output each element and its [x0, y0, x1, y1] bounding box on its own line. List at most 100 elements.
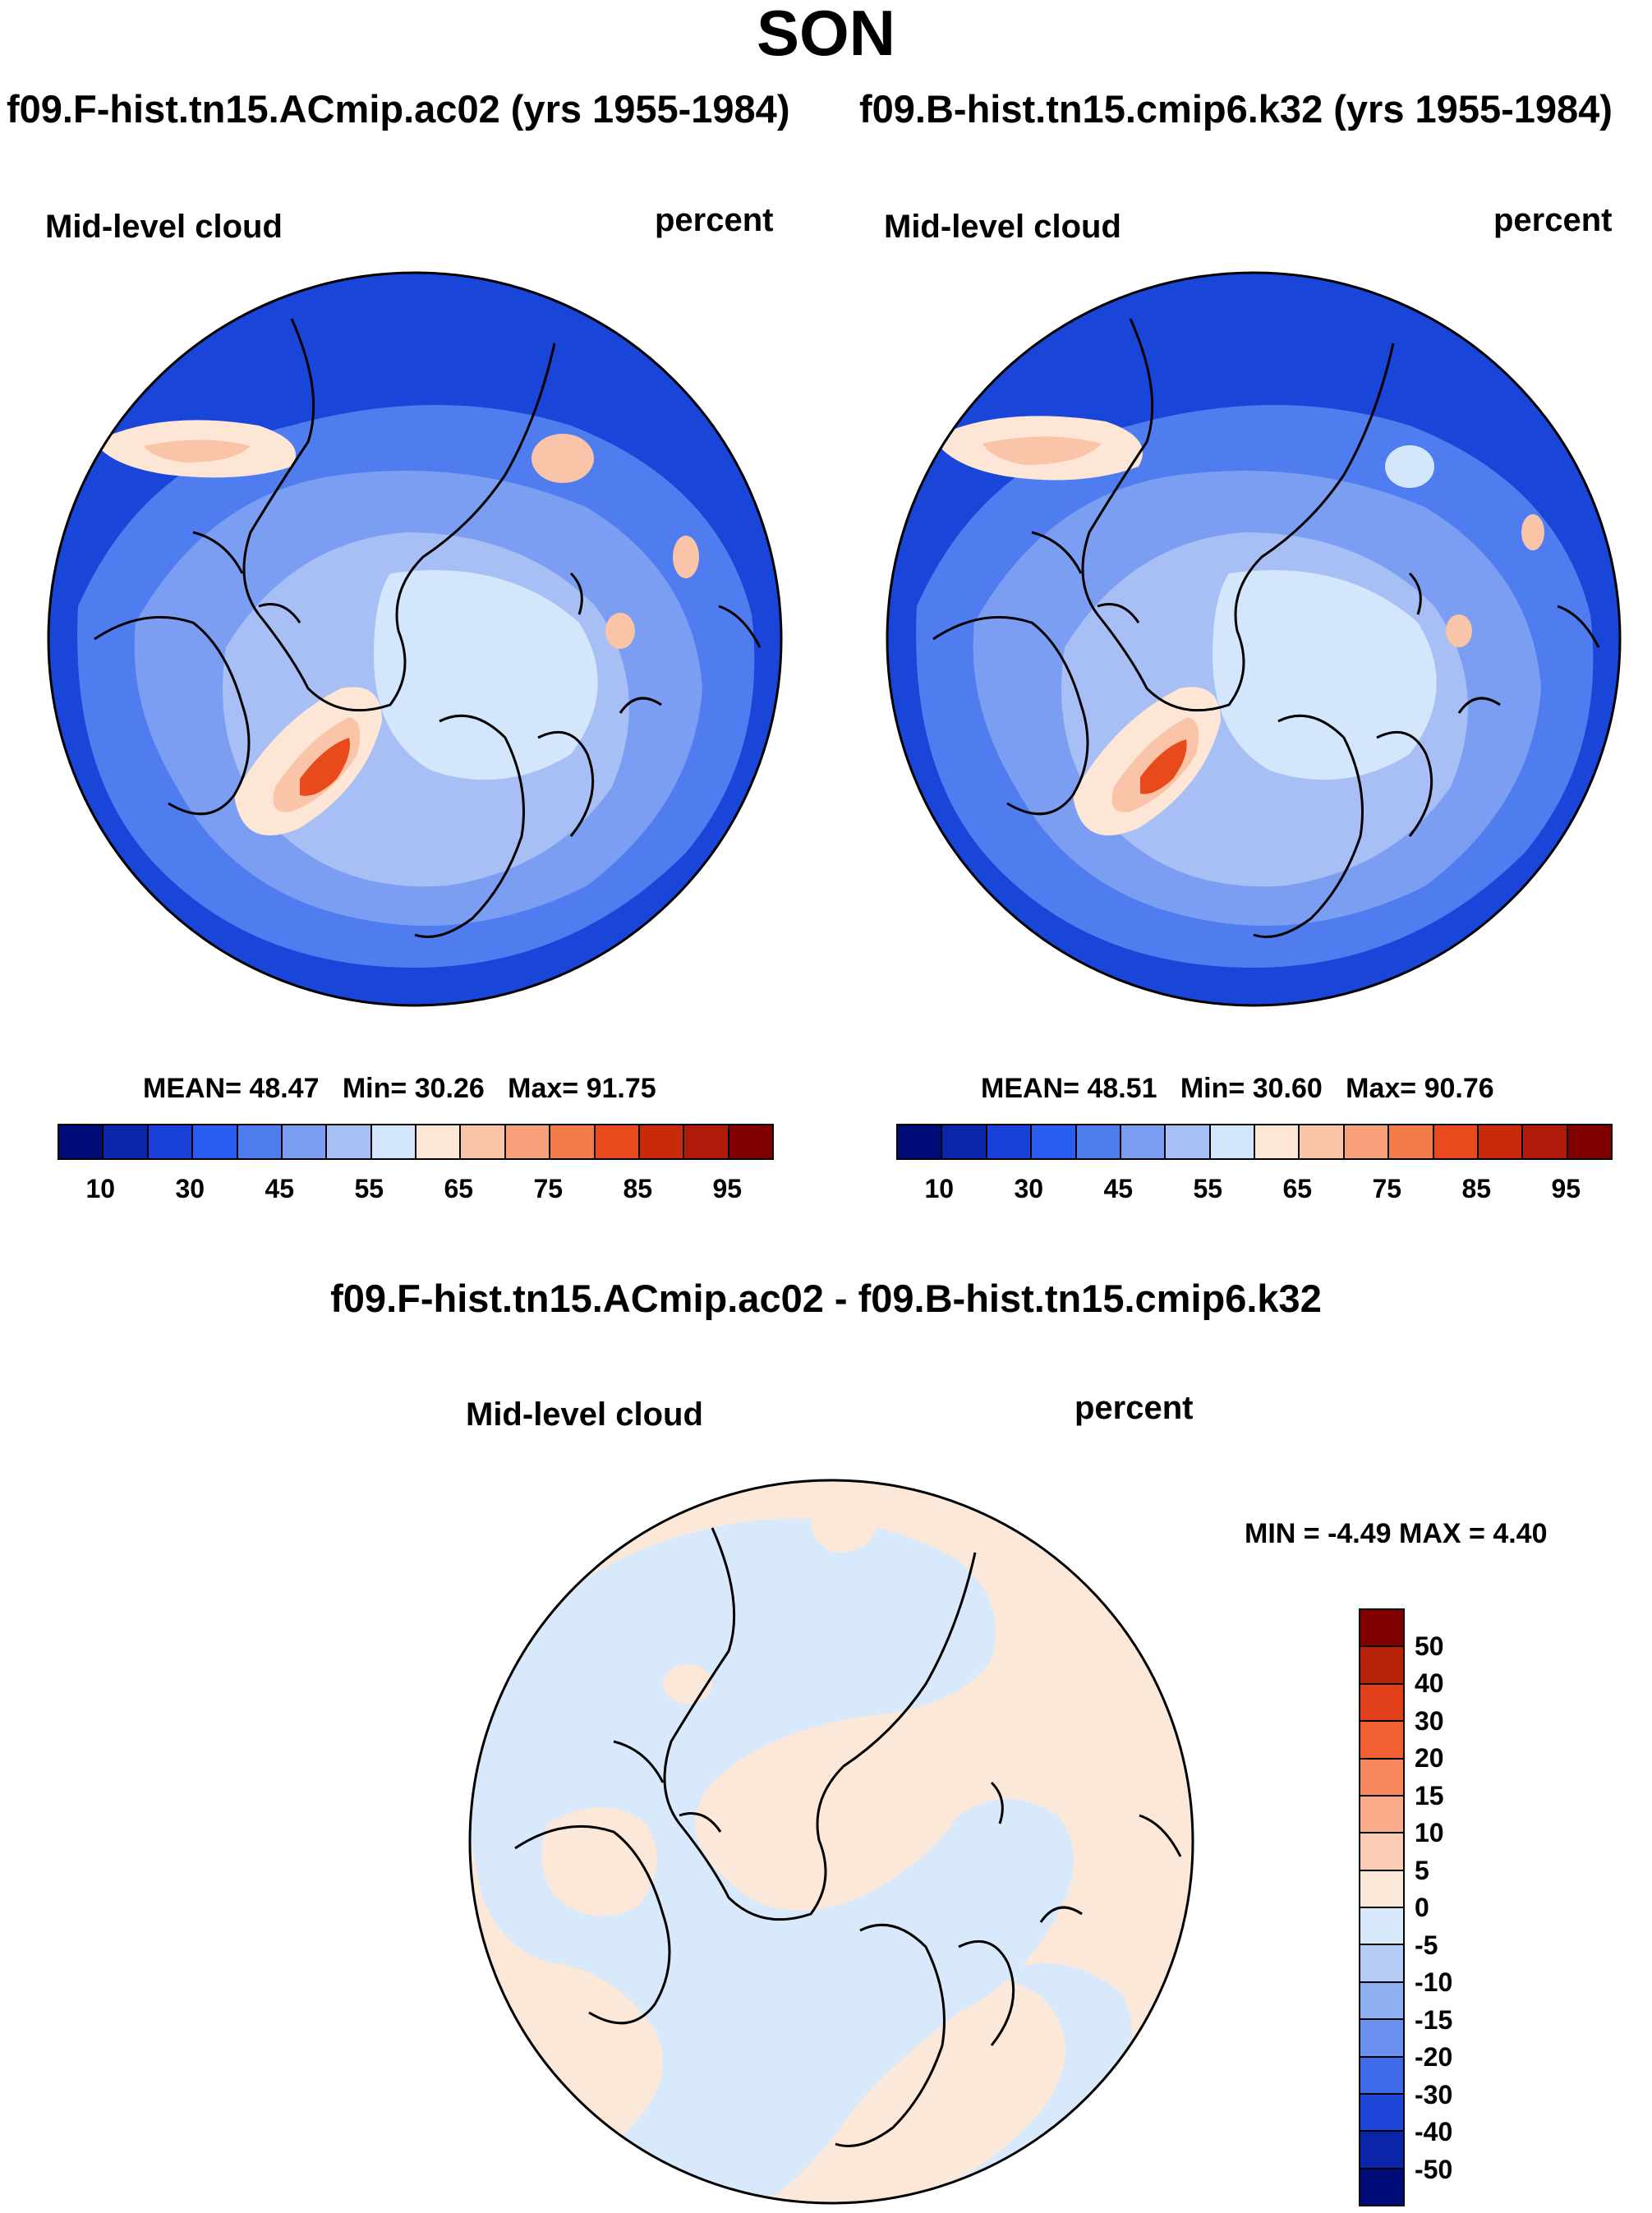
left-mean-label: MEAN=: [143, 1073, 242, 1104]
colorbar-swatch: [1210, 1125, 1255, 1158]
diff-stats: MIN = -4.49 MAX = 4.40: [1245, 1518, 1548, 1549]
left-colorbar: [58, 1124, 774, 1160]
colorbar-swatch: [1360, 2057, 1403, 2095]
colorbar-tick-label: 30: [1014, 1174, 1044, 1203]
colorbar-swatch: [59, 1125, 104, 1158]
colorbar-swatch: [729, 1125, 772, 1158]
map-coastlines: [514, 1527, 1182, 2147]
colorbar-swatch: [684, 1125, 729, 1158]
colorbar-swatch: [1360, 1684, 1403, 1723]
right-mean-value: 48.51: [1087, 1073, 1157, 1104]
left-max-label: Max=: [508, 1073, 579, 1104]
colorbar-swatch: [1360, 1610, 1403, 1648]
diff-case-title: f09.F-hist.tn15.ACmip.ac02 - f09.B-hist.…: [330, 1277, 1322, 1320]
right-mean-label: MEAN=: [981, 1073, 1079, 1104]
colorbar-swatch: [1076, 1125, 1121, 1158]
colorbar-tick-label: 0: [1415, 1893, 1429, 1922]
colorbar-swatch: [148, 1125, 194, 1158]
colorbar-swatch: [1433, 1125, 1479, 1158]
colorbar-tick-label: 85: [1461, 1174, 1492, 1203]
right-min-label: Min=: [1180, 1073, 1245, 1104]
map-greenland-core: [300, 738, 350, 796]
colorbar-tick-label: 65: [1282, 1174, 1313, 1203]
colorbar-tick-label: 10: [85, 1174, 116, 1203]
colorbar-swatch: [1360, 1759, 1403, 1797]
colorbar-tick-label: 95: [1551, 1174, 1581, 1203]
colorbar-swatch: [104, 1125, 149, 1158]
colorbar-tick-label: 75: [533, 1174, 564, 1203]
diff-negative-region: [470, 1518, 1074, 2203]
colorbar-swatch: [193, 1125, 238, 1158]
right-max-value: 90.76: [1424, 1073, 1494, 1104]
colorbar-swatch: [1389, 1125, 1434, 1158]
colorbar-tick-label: 30: [175, 1174, 205, 1203]
map-warm-patch: [531, 434, 594, 483]
colorbar-tick-label: -5: [1415, 1930, 1438, 1960]
colorbar-swatch: [1360, 1796, 1403, 1834]
left-mean-value: 48.47: [249, 1073, 320, 1104]
right-units-label: percent: [1493, 202, 1613, 238]
colorbar-swatch: [1166, 1125, 1211, 1158]
colorbar-swatch: [987, 1125, 1033, 1158]
colorbar-tick-label: 50: [1415, 1631, 1444, 1661]
colorbar-tick-label: 95: [712, 1174, 743, 1203]
colorbar-tick-label: -50: [1415, 2154, 1453, 2184]
colorbar-swatch: [1360, 2094, 1403, 2132]
colorbar-swatch: [1032, 1125, 1077, 1158]
diff-positive-patch: [909, 1722, 942, 1761]
colorbar-swatch: [416, 1125, 462, 1158]
map-coastlines: [932, 318, 1600, 938]
diff-variable-label: Mid-level cloud: [466, 1396, 703, 1433]
figure-title: SON: [756, 0, 896, 69]
colorbar-swatch: [237, 1125, 283, 1158]
map-warm-patch: [605, 613, 635, 649]
colorbar-tick-label: 45: [1103, 1174, 1134, 1203]
colorbar-swatch: [1360, 2169, 1403, 2205]
colorbar-tick-label: 15: [1415, 1780, 1444, 1810]
colorbar-tick-label: 10: [1415, 1818, 1444, 1847]
diff-positive-region: [811, 1513, 877, 1553]
colorbar-swatch: [1300, 1125, 1345, 1158]
left-stats: MEAN= 48.47 Min= 30.26 Max= 91.75: [143, 1073, 656, 1104]
map-warm-patch: [1446, 614, 1472, 647]
colorbar-swatch: [1121, 1125, 1167, 1158]
colorbar-swatch: [1360, 1908, 1403, 1946]
colorbar-swatch: [1360, 1722, 1403, 1760]
diff-colorbar: [1359, 1608, 1405, 2206]
diff-polar-map: [468, 1479, 1194, 2205]
colorbar-swatch: [505, 1125, 551, 1158]
right-polar-map: [886, 271, 1622, 1007]
colorbar-swatch: [327, 1125, 372, 1158]
colorbar-swatch: [1360, 2020, 1403, 2058]
map-warm-core-siberia: [982, 436, 1102, 465]
colorbar-swatch: [550, 1125, 596, 1158]
left-units-label: percent: [655, 202, 774, 238]
right-max-label: Max=: [1346, 1073, 1417, 1104]
colorbar-tick-label: 55: [1193, 1174, 1223, 1203]
colorbar-swatch: [461, 1125, 506, 1158]
left-variable-label: Mid-level cloud: [45, 209, 283, 245]
colorbar-tick-label: 30: [1415, 1705, 1444, 1736]
colorbar-tick-label: 5: [1415, 1855, 1429, 1885]
diff-units-label: percent: [1074, 1390, 1194, 1426]
colorbar-swatch: [1523, 1125, 1568, 1158]
colorbar-tick-label: 40: [1415, 1668, 1444, 1698]
map-warm-core-siberia: [144, 439, 251, 462]
colorbar-swatch: [371, 1125, 416, 1158]
right-stats: MEAN= 48.51 Min= 30.60 Max= 90.76: [981, 1073, 1494, 1104]
map-band-palest: [374, 570, 598, 780]
colorbar-swatch: [1360, 2132, 1403, 2169]
colorbar-swatch: [1478, 1125, 1524, 1158]
left-case-title: f09.F-hist.tn15.ACmip.ac02 (yrs 1955-198…: [7, 87, 790, 131]
diff-positive-region: [541, 1807, 657, 1916]
colorbar-swatch: [1255, 1125, 1300, 1158]
colorbar-tick-label: -40: [1415, 2117, 1453, 2146]
colorbar-swatch: [282, 1125, 328, 1158]
colorbar-tick-label: -10: [1415, 1967, 1453, 1997]
left-min-label: Min=: [342, 1073, 407, 1104]
colorbar-tick-label: -20: [1415, 2042, 1453, 2072]
colorbar-tick-label: 10: [924, 1174, 955, 1203]
colorbar-tick-label: -30: [1415, 2079, 1453, 2109]
right-variable-label: Mid-level cloud: [884, 209, 1121, 245]
map-warm-patch: [1385, 445, 1434, 488]
